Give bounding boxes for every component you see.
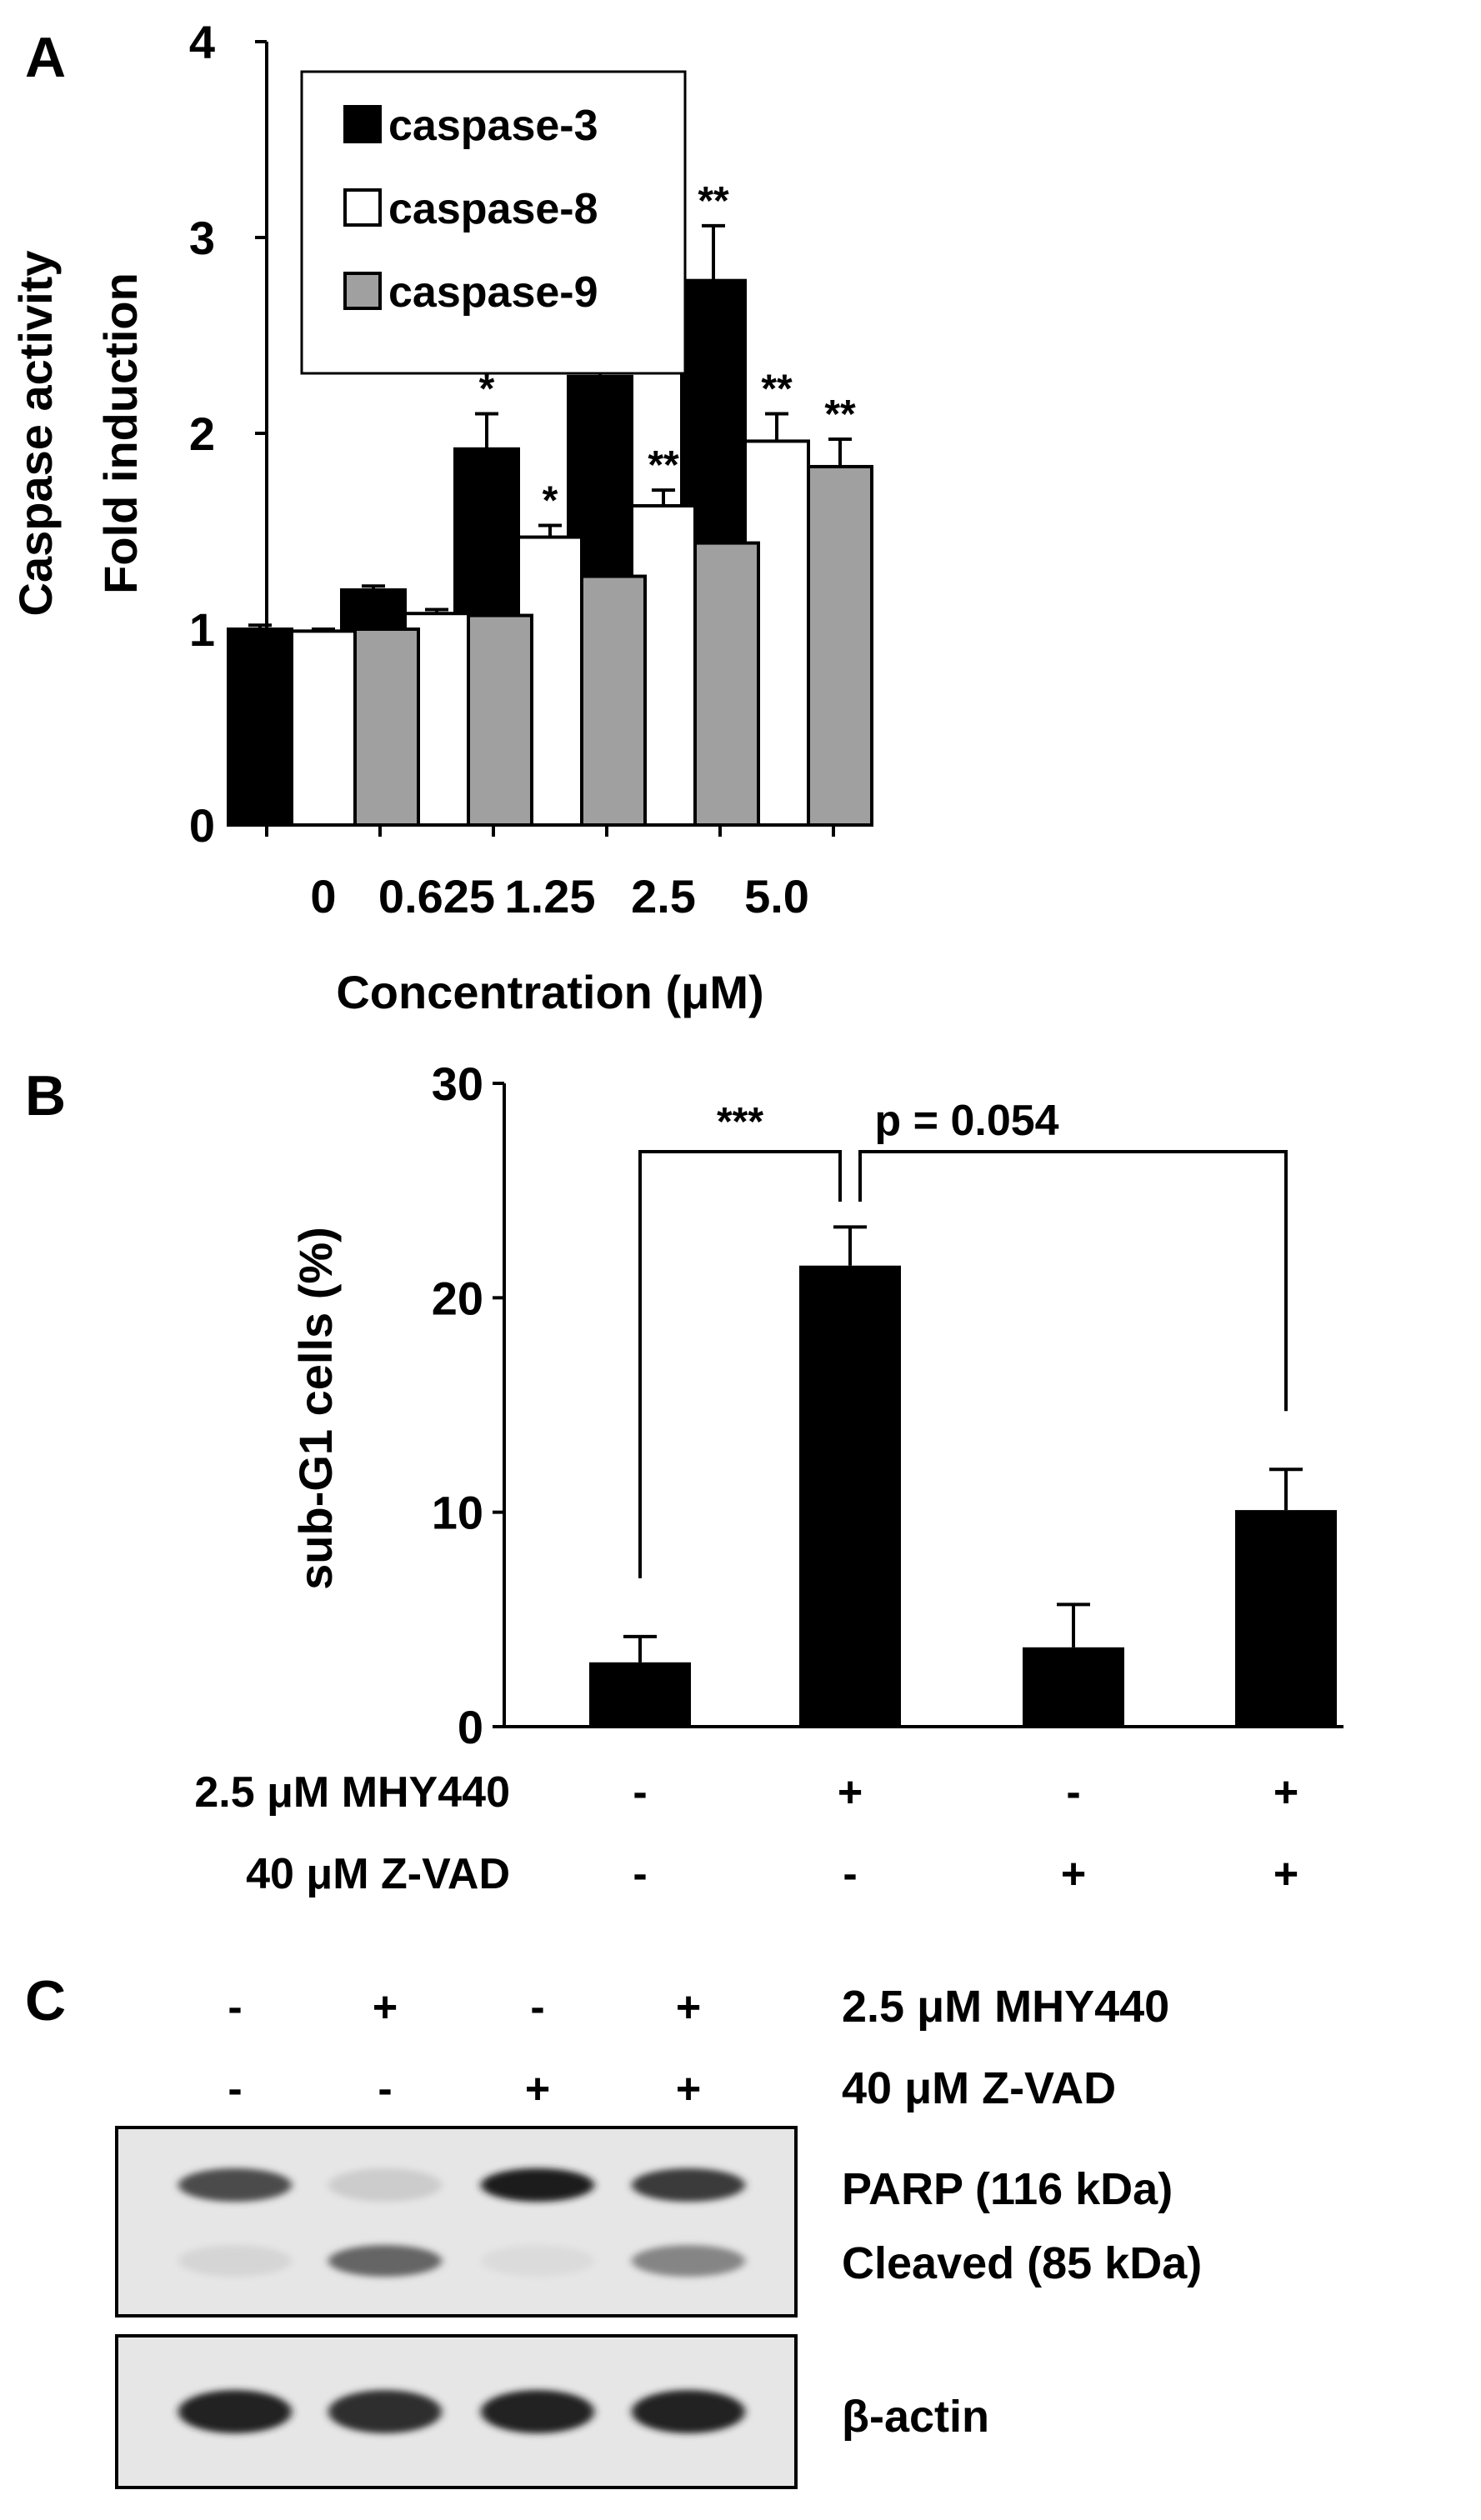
treatment-sign: +	[1273, 1850, 1298, 1898]
bar-caspase-9-0	[353, 628, 420, 827]
band-parp-cleaved-lane-3	[481, 2245, 594, 2277]
blot-frame-1	[115, 2126, 798, 2318]
significance-caspase-9-5-0: **	[824, 392, 856, 437]
bar-condition-3	[1023, 1647, 1124, 1727]
blot-label-cleaved-85-kda: Cleaved (85 kDa)	[842, 2238, 1202, 2288]
x-tick-label: 5.0	[744, 870, 809, 922]
y-axis-title-line-1: Caspase activity	[9, 251, 62, 617]
band-actin-lane-3	[481, 2390, 594, 2433]
significance-caspase-8-5-0: **	[761, 368, 793, 412]
band-actin-lane-1	[178, 2390, 292, 2433]
bar-caspase-9-0-625	[467, 613, 533, 827]
x-tick-label: 1.25	[505, 870, 596, 922]
treatment-label-2-5-m-mhy440: 2.5 μM MHY440	[842, 1982, 1169, 2032]
x-axis-title: Concentration (μM)	[336, 966, 763, 1018]
band-parp-cleaved-lane-4	[632, 2245, 745, 2277]
y-axis-title: sub-G1 cells (%)	[289, 1227, 342, 1590]
treatment-label-40-m-z-vad: 40 μM Z-VAD	[842, 2063, 1116, 2113]
y-tick-label: 1	[189, 603, 215, 656]
panel-b-letter: B	[25, 1064, 66, 1128]
legend-label-caspase-8: caspase-8	[388, 185, 598, 233]
treatment-sign: -	[378, 2065, 392, 2113]
treatment-sign: -	[228, 1983, 242, 2032]
significance-caspase-8-2-5: **	[648, 443, 679, 488]
treatment-sign: -	[843, 1850, 857, 1898]
x-tick-label: 0	[310, 870, 336, 922]
y-tick-label: 20	[432, 1272, 483, 1324]
blot-label-parp-116-kda: PARP (116 kDa)	[842, 2164, 1173, 2214]
band-actin-lane-2	[328, 2390, 442, 2433]
legend: caspase-3 caspase-8 caspase-9	[300, 70, 687, 375]
bar-caspase-8-0	[290, 629, 357, 827]
significance-caspase-8-1-25: *	[543, 478, 558, 522]
x-tick-label: 2.5	[631, 870, 696, 922]
significance-bracket-2	[858, 1150, 1288, 1412]
y-tick-label: 2	[189, 408, 215, 460]
band-parp-full-lane-1	[178, 2168, 292, 2202]
panel-a-chart: A 0 1 2 3 4 0 0.625 1.25 2.5 5.0 Concentration (μM)…	[9, 16, 873, 1018]
treatment-sign: -	[1066, 1768, 1080, 1817]
bar-condition-4	[1235, 1510, 1337, 1727]
bar-caspase-3-0	[227, 628, 293, 827]
treatment-sign: +	[373, 1983, 398, 2032]
treatment-sign: -	[530, 1983, 544, 2032]
treatment-sign: -	[228, 2065, 242, 2113]
significance-caspase-3-1-25: *	[479, 368, 495, 412]
y-tick-label: 4	[189, 16, 215, 68]
legend-label-caspase-3: caspase-3	[388, 102, 598, 150]
treatment-sign: +	[525, 2065, 550, 2113]
legend-swatch-caspase-8	[343, 188, 382, 227]
band-parp-full-lane-2	[328, 2168, 442, 2202]
bar-caspase-9-2-5	[693, 541, 760, 827]
bar-caspase-9-1-25	[580, 574, 647, 827]
legend-swatch-caspase-3	[343, 105, 382, 143]
x-tick-label: 0.625	[378, 870, 495, 922]
significance-bracket-1	[638, 1150, 842, 1578]
significance-caspase-9-2-5: **	[711, 488, 743, 532]
y-tick-label: 10	[432, 1487, 483, 1539]
significance-caspase-3-5-0: **	[698, 179, 729, 223]
y-axis-title-line-2: Fold induction	[94, 272, 147, 594]
treatment-label-40-m-z-vad: 40 μM Z-VAD	[246, 1850, 510, 1898]
treatment-sign: +	[676, 2065, 701, 2113]
bar-condition-1	[589, 1662, 691, 1727]
treatment-label-2-5-m-mhy440: 2.5 μM MHY440	[194, 1768, 510, 1817]
significance-caspase-9-1-25: *	[606, 520, 622, 564]
legend-label-caspase-9: caspase-9	[388, 268, 598, 317]
legend-swatch-caspase-9	[343, 272, 382, 310]
band-parp-cleaved-lane-1	[178, 2245, 292, 2277]
treatment-sign: -	[633, 1850, 647, 1898]
significance-label-1: ***	[717, 1100, 763, 1144]
band-actin-lane-4	[632, 2390, 745, 2433]
band-parp-full-lane-4	[632, 2168, 745, 2202]
treatment-sign: +	[1061, 1850, 1086, 1898]
y-tick-label: 30	[432, 1058, 483, 1110]
treatment-sign: -	[633, 1768, 647, 1817]
y-tick-label: 0	[458, 1701, 483, 1753]
band-parp-full-lane-3	[481, 2168, 594, 2202]
band-parp-cleaved-lane-2	[328, 2245, 442, 2277]
panel-a-letter: A	[25, 26, 66, 89]
bar-caspase-9-5-0	[807, 464, 873, 827]
bar-condition-2	[799, 1265, 901, 1727]
panel-c-letter: C	[25, 1969, 66, 2032]
treatment-sign: +	[1273, 1768, 1298, 1817]
y-tick-label: 3	[189, 212, 215, 264]
panel-b-chart: B 0 10 20 30 sub-G1 cells (%) *** p = 0.054 2.5 …	[25, 1058, 1343, 1898]
y-tick-label: 0	[189, 799, 215, 852]
treatment-sign: +	[838, 1768, 863, 1817]
significance-label-2: p = 0.054	[874, 1097, 1058, 1145]
treatment-sign: +	[676, 1983, 701, 2032]
panel-c-western-blot: C - + - +2.5 μM MHY440 - - + +40 μM Z-VAD PARP (1…	[25, 1969, 1202, 2489]
blot-label-actin: β-actin	[842, 2392, 989, 2442]
